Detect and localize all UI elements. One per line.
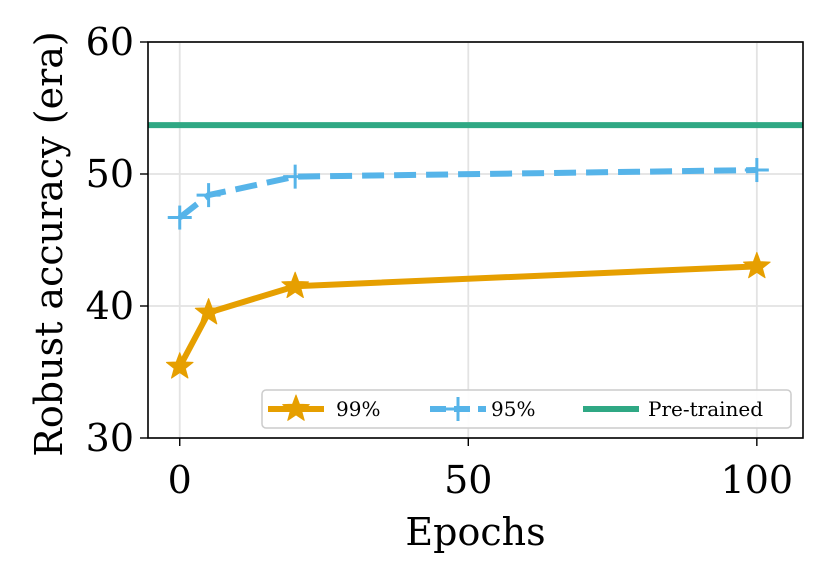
grid-layer — [148, 41, 803, 439]
legend-entry-0: 99% — [268, 394, 380, 421]
series-0-point-2 — [281, 271, 309, 299]
legend-label-0: 99% — [336, 397, 380, 421]
series-layer — [165, 158, 771, 379]
tick-layer: 0 50 100 30 40 50 60 — [86, 20, 793, 502]
legend: 99% 95% Pre-trained — [261, 389, 792, 429]
legend-marker-1 — [446, 397, 470, 421]
legend-label-2: Pre-trained — [648, 397, 763, 421]
series-1-point-3 — [744, 158, 769, 183]
series-1-point-0 — [167, 205, 192, 230]
series-0-point-0 — [165, 352, 194, 379]
x-tick-label: 0 — [168, 458, 192, 502]
legend-entry-1: 95% — [430, 397, 535, 421]
x-tick-label: 100 — [721, 458, 794, 502]
series-1 — [167, 158, 769, 230]
series-1-line — [177, 167, 757, 220]
legend-label-1: 95% — [491, 397, 535, 421]
legend-entry-2: Pre-trained — [583, 397, 763, 421]
y-tick-label: 40 — [86, 284, 134, 328]
y-tick-label: 60 — [86, 20, 134, 64]
series-1-point-2 — [283, 164, 308, 189]
legend-box — [261, 389, 792, 429]
plot-frame — [147, 41, 804, 439]
x-tick-label: 50 — [444, 458, 492, 502]
y-tick-label: 30 — [86, 416, 134, 460]
x-axis-label: Epochs — [405, 510, 545, 554]
legend-marker-0 — [282, 394, 310, 421]
series-0 — [165, 251, 771, 379]
y-tick-label: 50 — [86, 152, 134, 196]
series-0-line — [177, 263, 757, 369]
y-axis-label: Robust accuracy (era) — [27, 31, 71, 456]
series-0-point-1 — [194, 298, 223, 325]
series-0-point-3 — [743, 251, 771, 279]
series-1-point-1 — [196, 183, 221, 208]
